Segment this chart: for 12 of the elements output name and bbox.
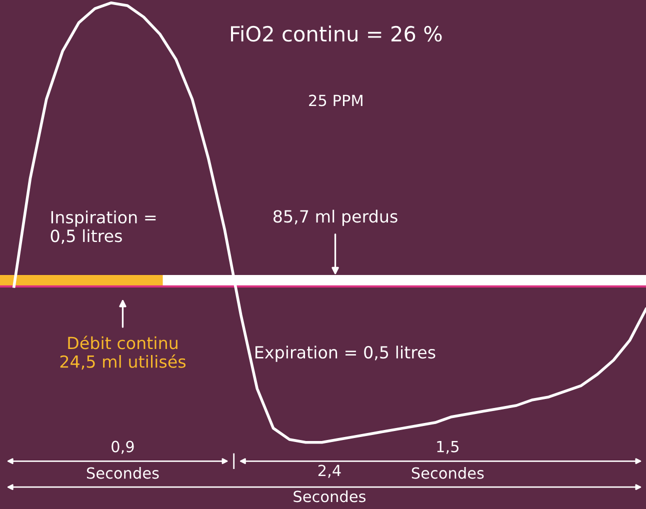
annotation: Débit continu 24,5 ml utilisés [60, 336, 186, 370]
text: FiO2 continu = 26 % [231, 26, 442, 42]
annotation: Expiration = 0,5 litres [256, 346, 436, 362]
text: Secondes [86, 466, 159, 479]
annotation: Inspiration = 0,5 litres [50, 210, 156, 244]
text: 2,4 [318, 464, 341, 478]
text: 25 PPM [309, 94, 362, 106]
annotation: 0,9 [112, 440, 134, 454]
annotation: 85,7 ml perdus [274, 210, 398, 226]
annotation: 1,5 [437, 440, 458, 454]
text: Secondes [294, 490, 366, 502]
text: Secondes [412, 466, 484, 479]
